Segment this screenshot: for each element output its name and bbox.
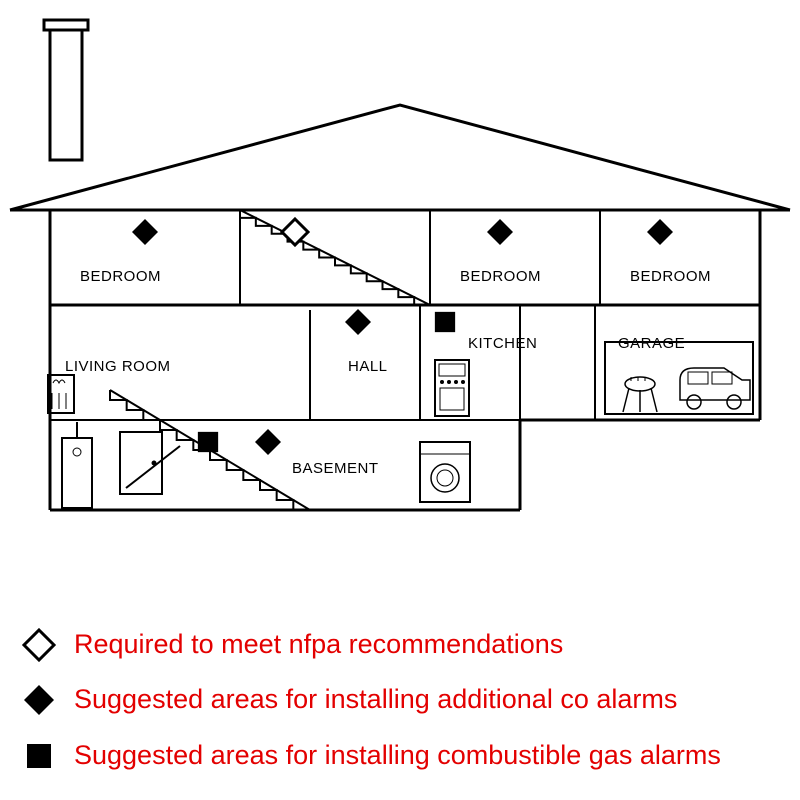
room-label-kitchen: KITCHEN [468,335,537,352]
marker-diamond-filled-3 [644,216,676,248]
marker-square-filled-6 [192,426,224,458]
room-label-living: LIVING ROOM [65,358,171,375]
room-label-garage: GARAGE [618,335,685,352]
house-alarm-diagram: BEDROOM BEDROOM BEDROOM LIVING ROOM HALL KITC… [0,0,800,800]
legend-label-required: Required to meet nfpa recommendations [74,626,563,664]
diamond-outline-icon [22,628,56,662]
marker-diamond-filled-0 [129,216,161,248]
legend-item-required: Required to meet nfpa recommendations [22,626,782,664]
square-filled-icon [22,739,56,773]
legend-item-co: Suggested areas for installing additiona… [22,681,782,719]
room-label-basement: BASEMENT [292,460,379,477]
marker-diamond-outline-1 [279,216,311,248]
marker-diamond-filled-7 [252,426,284,458]
diamond-filled-icon [22,683,56,717]
room-label-bedroom2: BEDROOM [460,268,541,285]
legend-label-gas: Suggested areas for installing combustib… [74,737,721,775]
marker-square-filled-5 [429,306,461,338]
room-label-bedroom3: BEDROOM [630,268,711,285]
legend: Required to meet nfpa recommendations Su… [22,626,782,775]
legend-item-gas: Suggested areas for installing combustib… [22,737,782,775]
marker-diamond-filled-4 [342,306,374,338]
room-label-bedroom1: BEDROOM [80,268,161,285]
marker-diamond-filled-2 [484,216,516,248]
legend-label-co: Suggested areas for installing additiona… [74,681,677,719]
room-label-hall: HALL [348,358,388,375]
